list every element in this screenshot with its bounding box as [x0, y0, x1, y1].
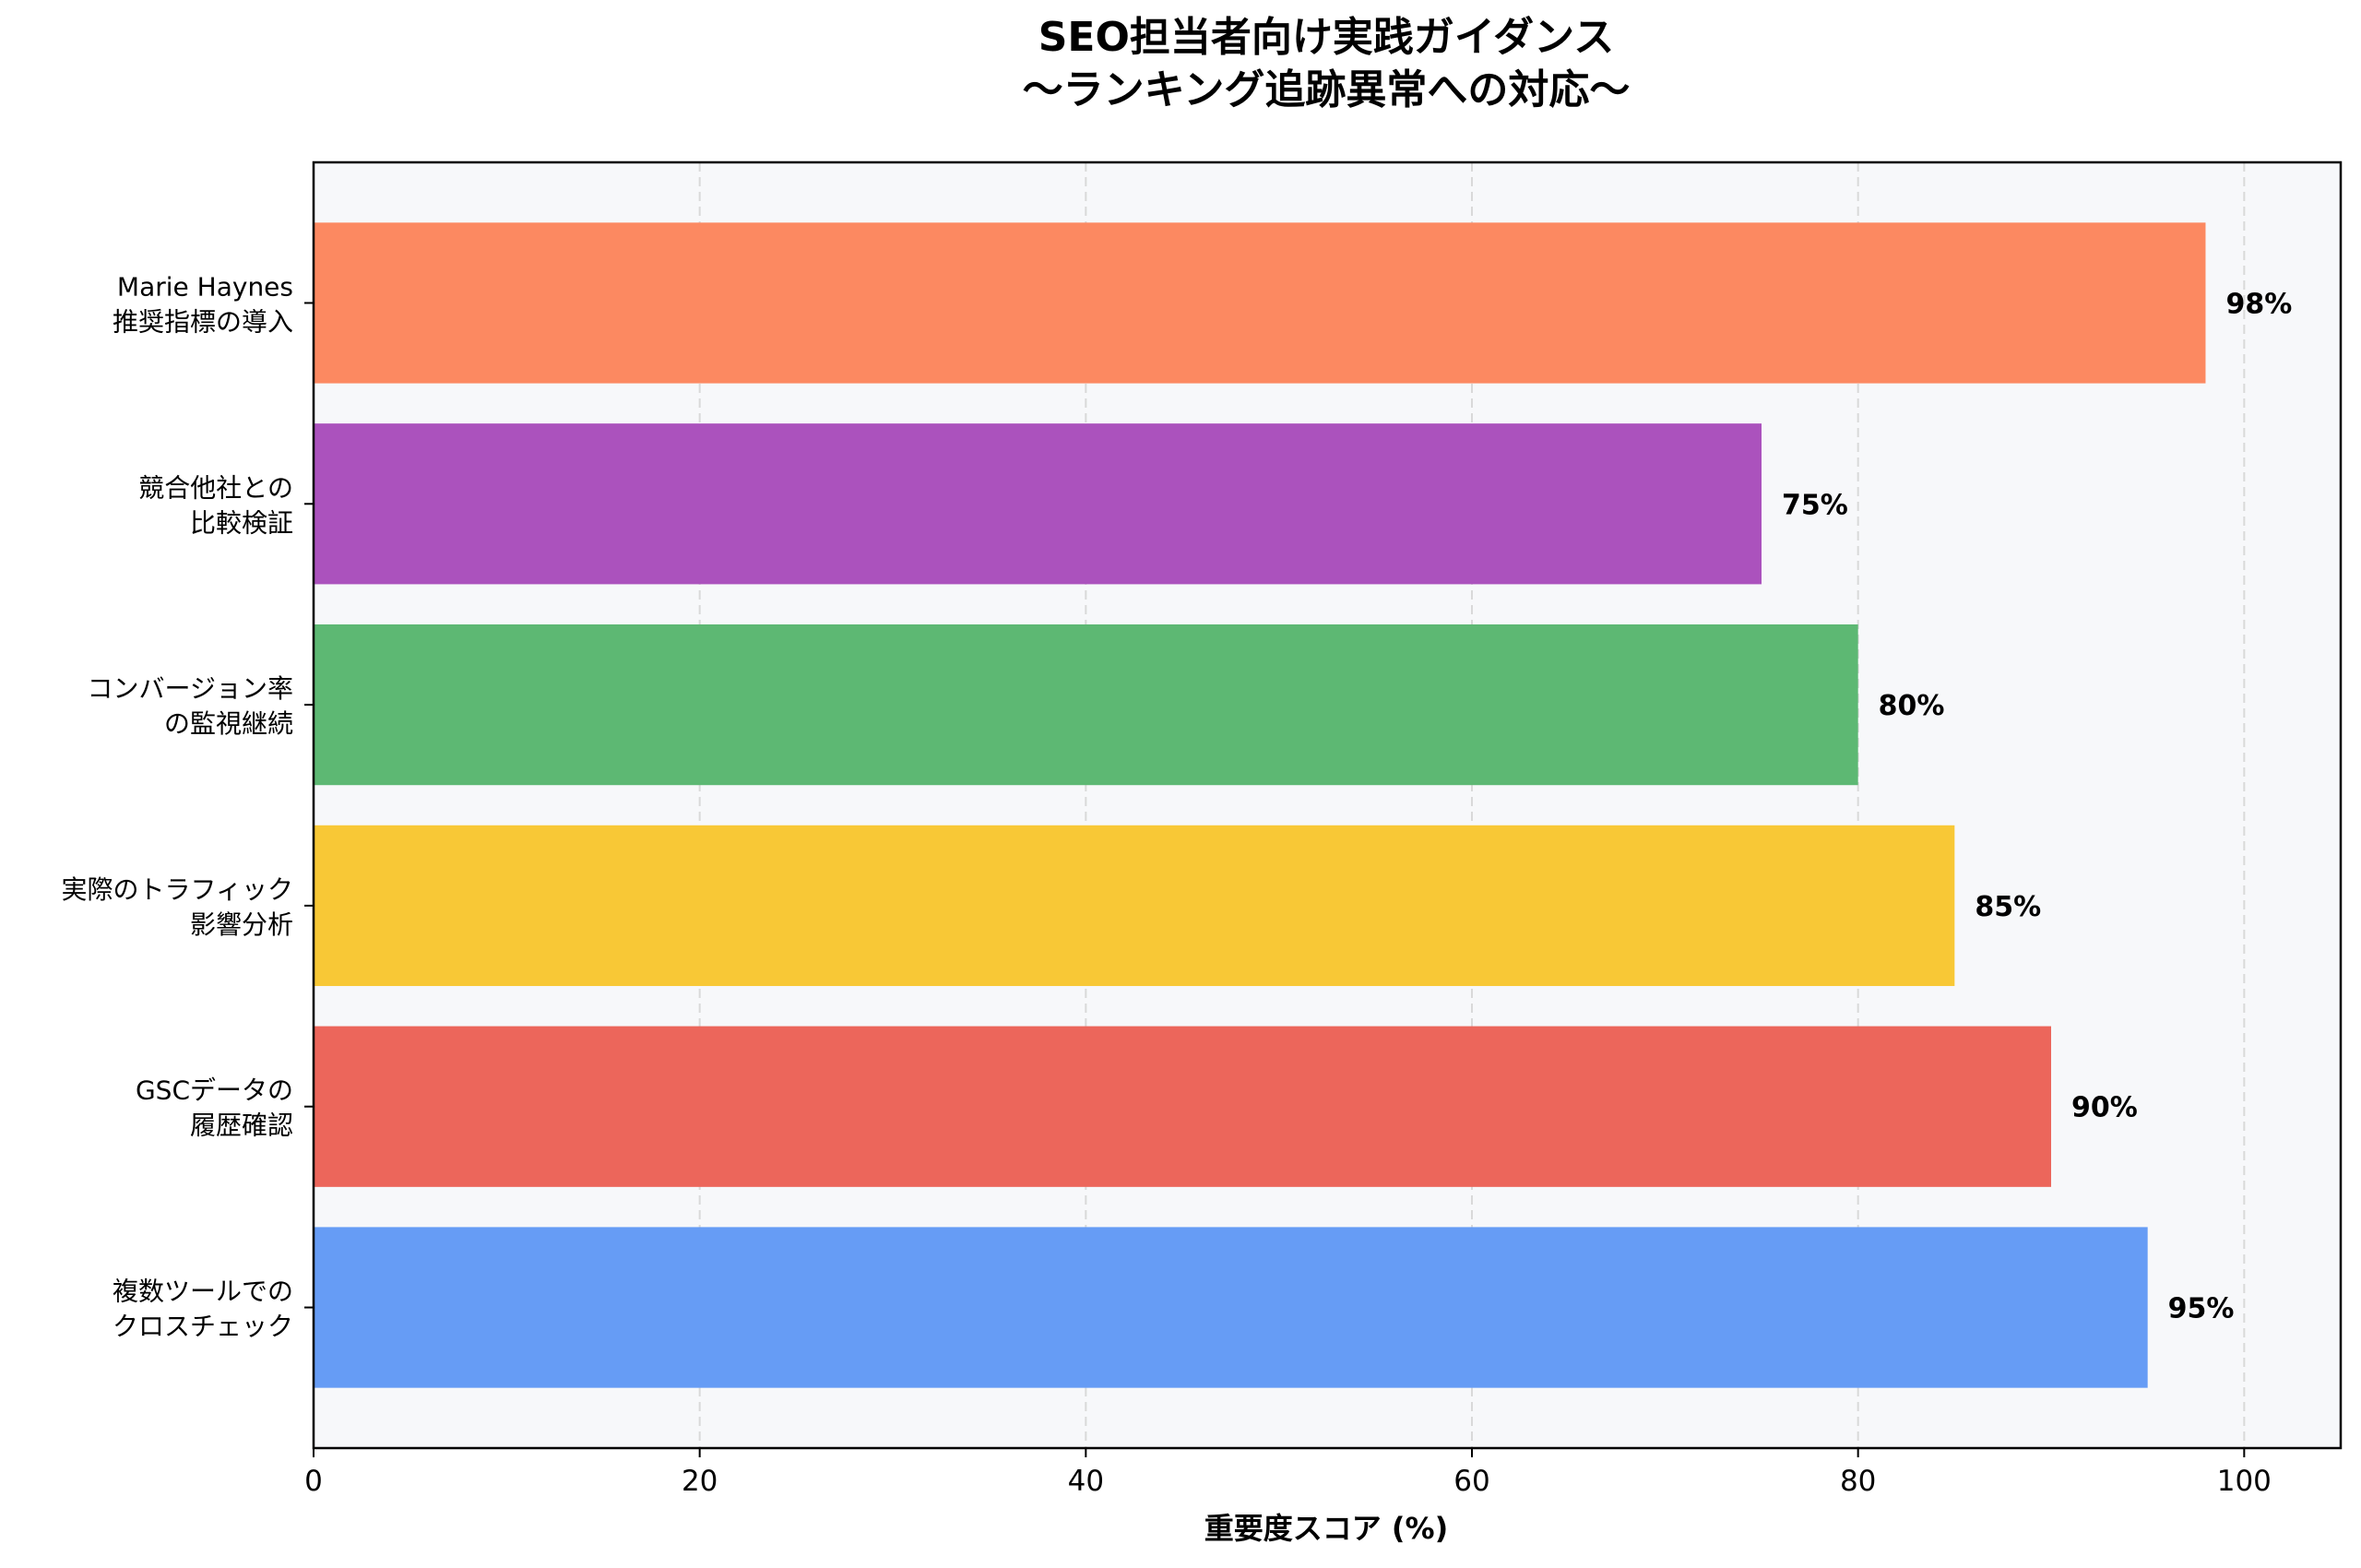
- bar: [314, 222, 2206, 384]
- y-tick-label: 影響分析: [190, 909, 293, 940]
- y-tick-label: GSCデータの: [136, 1075, 293, 1106]
- y-tick-label: 実際のトラフィック: [62, 874, 293, 905]
- bar-value-label: 75%: [1782, 489, 1848, 521]
- x-tick-label: 20: [682, 1465, 718, 1498]
- x-tick-label: 60: [1453, 1465, 1489, 1498]
- x-tick-label: 0: [304, 1465, 323, 1498]
- y-tick-label: 競合他社との: [138, 472, 293, 503]
- x-tick-label: 80: [1840, 1465, 1876, 1498]
- bar: [314, 624, 1858, 786]
- y-tick-label: 複数ツールでの: [113, 1277, 293, 1307]
- bar-value-label: 80%: [1879, 690, 1945, 722]
- bar-value-label: 90%: [2071, 1092, 2138, 1124]
- bar: [314, 1026, 2051, 1187]
- bar-value-label: 85%: [1975, 891, 2041, 923]
- bar: [314, 1227, 2148, 1388]
- x-axis-label: 重要度スコア (%): [1204, 1511, 1448, 1546]
- y-tick-label: Marie Haynes: [117, 271, 293, 302]
- bar-value-label: 95%: [2168, 1293, 2235, 1325]
- bar: [314, 825, 1955, 987]
- y-tick-label: コンバージョン率: [88, 673, 293, 704]
- x-tick-label: 40: [1068, 1465, 1104, 1498]
- y-tick-label: の監視継続: [164, 708, 293, 739]
- chart-title-line-2: 〜ランキング追跡異常への対応〜: [1023, 66, 1631, 113]
- bar: [314, 423, 1762, 585]
- y-tick-label: 推奨指標の導入: [113, 306, 293, 337]
- x-tick-label: 100: [2217, 1465, 2272, 1498]
- bar-value-label: 98%: [2225, 288, 2292, 320]
- y-tick-label: 比較検証: [190, 507, 293, 538]
- chart-title-line-1: SEO担当者向け実践ガイダンス: [1038, 14, 1615, 61]
- y-tick-label: 履歴確認: [190, 1111, 293, 1141]
- y-tick-label: クロスチェック: [113, 1312, 293, 1342]
- plot-frame: [312, 160, 2343, 1450]
